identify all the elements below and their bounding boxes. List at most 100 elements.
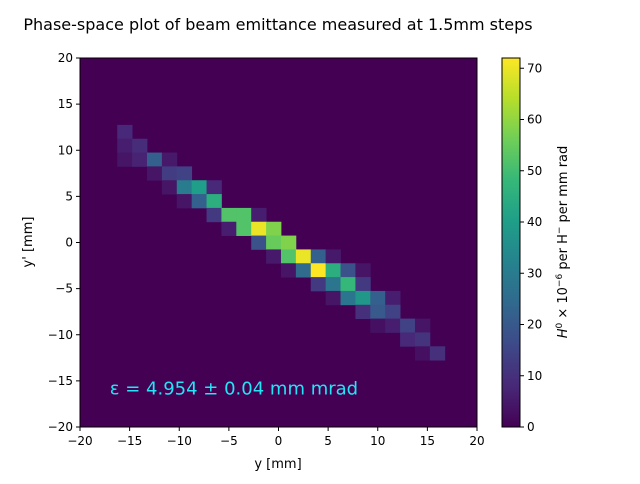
heatmap-cell bbox=[355, 304, 371, 320]
heatmap-cell bbox=[251, 235, 267, 250]
y-axis-label: y' [mm] bbox=[21, 217, 36, 268]
x-axis: −20 −15 −10 −5 0 5 10 15 20 bbox=[67, 427, 485, 448]
x-tick-label: 5 bbox=[324, 434, 332, 448]
y-tick-label: −20 bbox=[48, 420, 73, 434]
colorbar-tick-label: 50 bbox=[527, 164, 542, 178]
heatmap-cell bbox=[266, 249, 282, 264]
heatmap-cell bbox=[266, 221, 282, 236]
heatmap-cell bbox=[206, 180, 222, 195]
emittance-annotation: ε = 4.954 ± 0.04 mm mrad bbox=[110, 379, 358, 400]
heatmap-cell bbox=[117, 152, 133, 167]
heatmap-cell bbox=[280, 235, 297, 250]
y-tick-label: 5 bbox=[65, 189, 73, 203]
heatmap-cell bbox=[385, 290, 401, 306]
heatmap-cell bbox=[176, 180, 193, 195]
heatmap-cell bbox=[176, 166, 193, 181]
y-tick-label: 15 bbox=[58, 97, 73, 111]
chart-title: Phase-space plot of beam emittance measu… bbox=[23, 15, 532, 34]
colorbar-tick-label: 10 bbox=[527, 369, 542, 383]
x-tick-label: 15 bbox=[420, 434, 435, 448]
y-tick-label: 20 bbox=[58, 51, 73, 65]
heatmap-cell bbox=[414, 318, 431, 333]
heatmap-cell bbox=[295, 249, 312, 264]
heatmap-cell bbox=[355, 290, 371, 306]
heatmap-cell bbox=[206, 207, 222, 223]
plot-area: ε = 4.954 ± 0.04 mm mrad bbox=[79, 57, 478, 428]
y-tick-label: 0 bbox=[65, 236, 73, 250]
colorbar-tick-label: 0 bbox=[527, 420, 535, 434]
heatmap-cell bbox=[161, 180, 178, 195]
colorbar-frame bbox=[501, 57, 521, 428]
colorbar-gradient bbox=[502, 58, 520, 427]
heatmap-cell bbox=[295, 263, 312, 278]
colorbar-tick-label: 40 bbox=[527, 215, 542, 229]
heatmap-cell bbox=[221, 207, 237, 223]
heatmap-cell bbox=[414, 332, 431, 347]
heatmap-cell bbox=[266, 235, 282, 250]
heatmap-cell bbox=[117, 124, 133, 140]
heatmap-cell bbox=[325, 277, 341, 292]
heatmap-cell bbox=[132, 138, 148, 153]
colorbar-tick-label: 60 bbox=[527, 113, 542, 127]
heatmap-cell bbox=[414, 346, 431, 361]
heatmap-cell bbox=[236, 207, 252, 223]
heatmap-cell bbox=[280, 249, 297, 264]
heatmap-cell bbox=[325, 290, 341, 306]
heatmap-cell bbox=[191, 180, 207, 195]
x-axis-label: y [mm] bbox=[254, 457, 301, 472]
heatmap-cell bbox=[310, 263, 327, 278]
heatmap-cell bbox=[280, 263, 297, 278]
colorbar-label-sup1: 0 bbox=[555, 323, 565, 329]
colorbar-tick-label: 70 bbox=[527, 61, 542, 75]
heatmap-cell bbox=[355, 277, 371, 292]
heatmap-cell bbox=[251, 207, 267, 223]
colorbar-tick-label: 20 bbox=[527, 318, 542, 332]
heatmap-cell bbox=[146, 166, 163, 181]
heatmap-cell bbox=[429, 346, 446, 361]
x-tick-label: −10 bbox=[167, 434, 192, 448]
x-tick-label: 10 bbox=[370, 434, 385, 448]
colorbar-label-h: H bbox=[556, 328, 571, 338]
heatmap-cell bbox=[206, 194, 222, 209]
heatmap-cell bbox=[400, 318, 416, 333]
heatmap-cell bbox=[161, 152, 178, 167]
heatmap-cell bbox=[176, 194, 193, 209]
heatmap-cell bbox=[325, 263, 341, 278]
colorbar-label-sup2: −6 bbox=[555, 274, 565, 288]
heatmap-cell bbox=[355, 263, 371, 278]
y-tick-label: −5 bbox=[55, 282, 73, 296]
y-axis: −20 −15 −10 −5 0 5 10 15 20 bbox=[48, 51, 80, 434]
colorbar-tick-label: 30 bbox=[527, 266, 542, 280]
heatmap-cell bbox=[385, 304, 401, 320]
heatmap-cell bbox=[221, 221, 237, 236]
heatmap-cell bbox=[385, 318, 401, 333]
y-tick-label: −10 bbox=[48, 328, 73, 342]
x-tick-label: −15 bbox=[117, 434, 142, 448]
heatmap-cell bbox=[370, 304, 386, 320]
heatmap-cell bbox=[236, 221, 252, 236]
heatmap-cell bbox=[340, 263, 356, 278]
heatmap-cell bbox=[251, 221, 267, 236]
heatmap-cell bbox=[191, 194, 207, 209]
colorbar-label-sup3: − bbox=[555, 227, 565, 235]
heatmap-cell bbox=[370, 318, 386, 333]
colorbar-label-times: × 10 bbox=[556, 287, 571, 323]
heatmap-cell bbox=[325, 249, 341, 264]
heatmap-cell bbox=[161, 166, 178, 181]
x-tick-label: 20 bbox=[469, 434, 484, 448]
heatmap-cell bbox=[370, 290, 386, 306]
heatmap-cell bbox=[310, 249, 327, 264]
y-tick-label: 10 bbox=[58, 143, 73, 157]
heatmap-cell bbox=[132, 152, 148, 167]
colorbar-label: H0 × 10−6 per H− per mm rad bbox=[555, 146, 571, 339]
heatmap-cells bbox=[117, 124, 446, 361]
x-tick-label: −5 bbox=[220, 434, 238, 448]
colorbar-label-end: per mm rad bbox=[556, 146, 571, 227]
heatmap-cell bbox=[340, 290, 356, 306]
y-tick-label: −15 bbox=[48, 374, 73, 388]
heatmap-cell bbox=[117, 138, 133, 153]
heatmap-cell bbox=[400, 332, 416, 347]
